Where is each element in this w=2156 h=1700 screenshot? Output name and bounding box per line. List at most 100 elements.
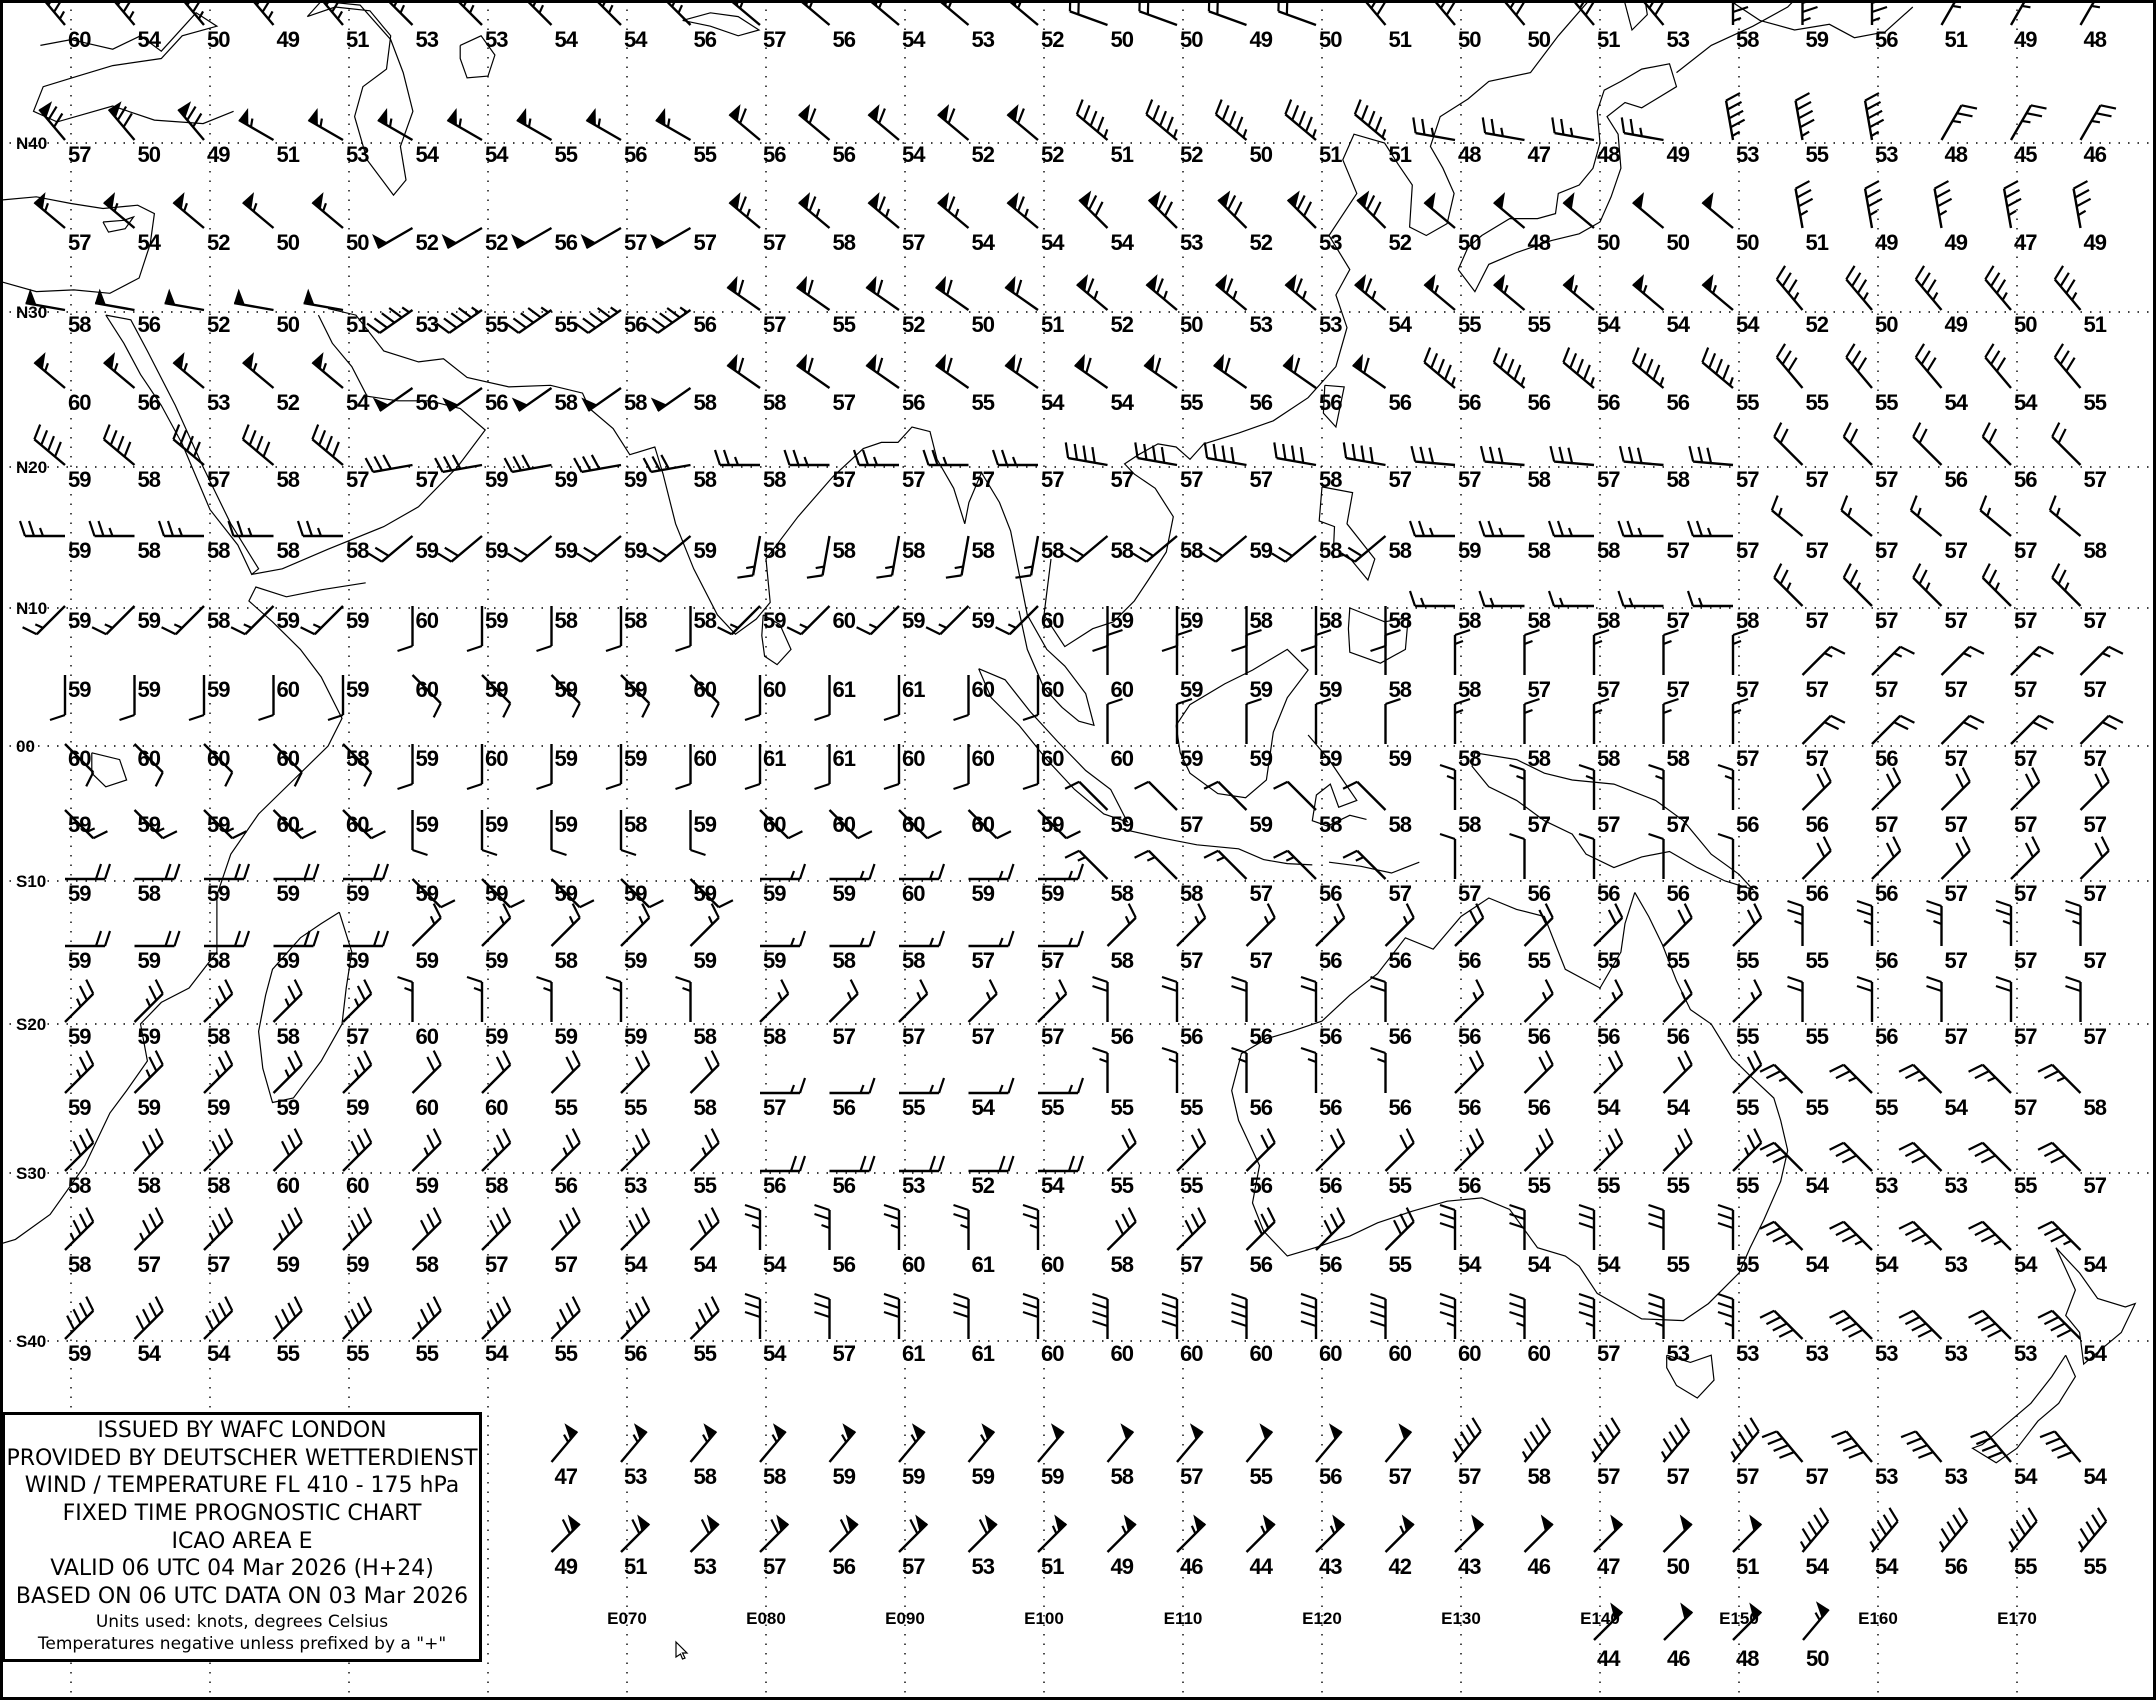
station: 60	[744, 675, 787, 722]
station: 59	[550, 878, 595, 909]
station: 58	[203, 1128, 234, 1198]
station: 56	[1801, 836, 1832, 906]
station-temperature: 49	[1945, 230, 1968, 255]
station: 58	[1340, 535, 1413, 563]
station: 56	[1523, 979, 1554, 1049]
station-temperature: 53	[485, 27, 508, 52]
station: 58	[227, 520, 301, 563]
station: 56	[814, 1203, 857, 1277]
station: 57	[1940, 645, 1985, 702]
station: 57	[2037, 1141, 2108, 1198]
station: 57	[1617, 590, 1691, 633]
station: 57	[1410, 445, 1482, 492]
station-temperature: 55	[1736, 1173, 1759, 1198]
station: 51	[1037, 1514, 1068, 1579]
station: 54	[1632, 274, 1692, 337]
station-temperature: 56	[1667, 390, 1690, 415]
station-temperature: 58	[1667, 467, 1690, 492]
station-temperature: 59	[624, 881, 647, 906]
station: 54	[1701, 274, 1761, 337]
station-temperature: 54	[485, 1341, 509, 1366]
station: 57	[1134, 442, 1204, 492]
station: 56	[585, 108, 648, 167]
station-temperature: 52	[1041, 142, 1064, 167]
station-temperature: 54	[1945, 1095, 1969, 1120]
station: 59	[49, 675, 92, 722]
station: 54	[1799, 1507, 1831, 1579]
station: 59	[64, 1050, 95, 1120]
station-temperature: 52	[207, 312, 230, 337]
station-temperature: 57	[1597, 1464, 1620, 1489]
station-temperature: 50	[1458, 27, 1481, 52]
station-temperature: 58	[277, 538, 300, 563]
station-temperature: 54	[2084, 1252, 2108, 1277]
station: 58	[876, 535, 926, 579]
station: 59	[481, 903, 512, 973]
station-temperature: 59	[138, 812, 161, 837]
station: 51	[1004, 275, 1065, 337]
station-temperature: 57	[1806, 1464, 1829, 1489]
station-temperature: 53	[624, 1464, 647, 1489]
station: 57	[1648, 763, 1691, 837]
station-temperature: 58	[277, 467, 300, 492]
station-temperature: 57	[1458, 467, 1481, 492]
station: 60	[342, 809, 386, 840]
station-temperature: 56	[833, 1095, 856, 1120]
station-temperature: 56	[624, 312, 647, 337]
station: 54	[1869, 1507, 1900, 1579]
station-temperature: 56	[555, 230, 578, 255]
station: 57	[311, 424, 370, 492]
station-temperature: 58	[694, 1464, 717, 1489]
station-temperature: 59	[1389, 746, 1412, 771]
station: 54	[1829, 1220, 1900, 1277]
station-temperature: 56	[1250, 1095, 1273, 1120]
station-temperature: 57	[2014, 881, 2037, 906]
station: 57	[580, 226, 648, 255]
station: 46	[1176, 1514, 1207, 1579]
station: 57	[1912, 563, 1969, 633]
station-temperature: 60	[694, 746, 717, 771]
station: 54	[1898, 1063, 1970, 1120]
station: 57	[759, 1514, 790, 1579]
station-temperature: 53	[346, 142, 369, 167]
station: 54	[968, 1077, 1015, 1120]
station: 55	[550, 1050, 581, 1120]
station: 56	[1423, 347, 1482, 415]
station-temperature: 58	[1597, 538, 1620, 563]
station: 56	[1593, 979, 1624, 1049]
station-temperature: 47	[1528, 142, 1551, 167]
longitude-label: E100	[1024, 1609, 1064, 1628]
station-temperature: 58	[1458, 608, 1481, 633]
station: 59	[133, 979, 164, 1049]
station-temperature: 59	[68, 677, 91, 702]
station-temperature: 43	[1319, 1554, 1342, 1579]
station-temperature: 52	[902, 312, 925, 337]
station-temperature: 53	[1736, 142, 1759, 167]
station: 60	[272, 1128, 303, 1198]
station: 58	[1478, 590, 1552, 633]
station: 55	[1732, 979, 1763, 1049]
station-temperature: 59	[68, 881, 91, 906]
station-temperature: 58	[624, 608, 647, 633]
station-temperature: 56	[1736, 881, 1759, 906]
station: 54	[2037, 1309, 2109, 1366]
station: 59	[925, 605, 996, 636]
station-temperature: 58	[1736, 27, 1759, 52]
station-temperature: 57	[2084, 467, 2107, 492]
station: 54	[620, 1207, 651, 1277]
station-temperature: 59	[207, 1095, 230, 1120]
station-temperature: 54	[2014, 1464, 2038, 1489]
station-temperature: 56	[1458, 1024, 1481, 1049]
station: 58	[1547, 520, 1621, 563]
station: 53	[385, 0, 440, 52]
station-temperature: 55	[694, 1341, 717, 1366]
station: 56	[1981, 422, 2038, 492]
station-temperature: 57	[763, 1095, 786, 1120]
station: 56	[1300, 1046, 1343, 1120]
station: 60	[1231, 1292, 1274, 1366]
station-temperature: 57	[1180, 1252, 1203, 1277]
station-temperature: 60	[346, 812, 369, 837]
station-temperature: 58	[1597, 608, 1620, 633]
station-temperature: 55	[1806, 1024, 1829, 1049]
station-temperature: 59	[416, 881, 439, 906]
